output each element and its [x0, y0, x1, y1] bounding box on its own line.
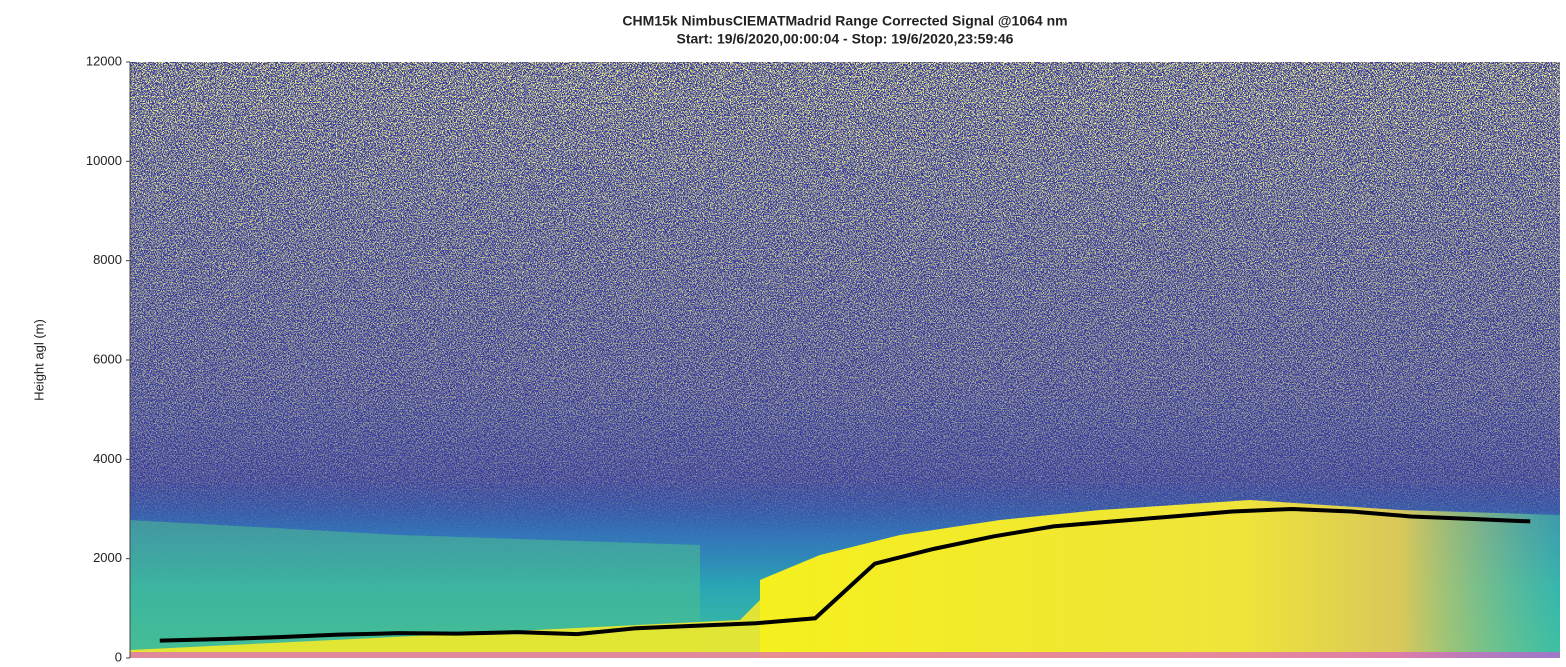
y-axis-label: Height agl (m)	[31, 319, 46, 401]
y-tick-label: 2000	[93, 550, 122, 565]
y-tick-label: 12000	[86, 53, 122, 68]
chart-title: CHM15k NimbusCIEMATMadrid Range Correcte…	[622, 13, 1067, 29]
y-tick-label: 10000	[86, 153, 122, 168]
heatmap-background	[130, 62, 1560, 658]
layer-height-line	[159, 506, 1531, 643]
y-tick-label: 6000	[93, 351, 122, 366]
y-tick-label: 0	[115, 649, 122, 664]
chart-subtitle: Start: 19/6/2020,00:00:04 - Stop: 19/6/2…	[677, 31, 1014, 47]
y-tick-label: 8000	[93, 252, 122, 267]
y-tick-label: 4000	[93, 451, 122, 466]
